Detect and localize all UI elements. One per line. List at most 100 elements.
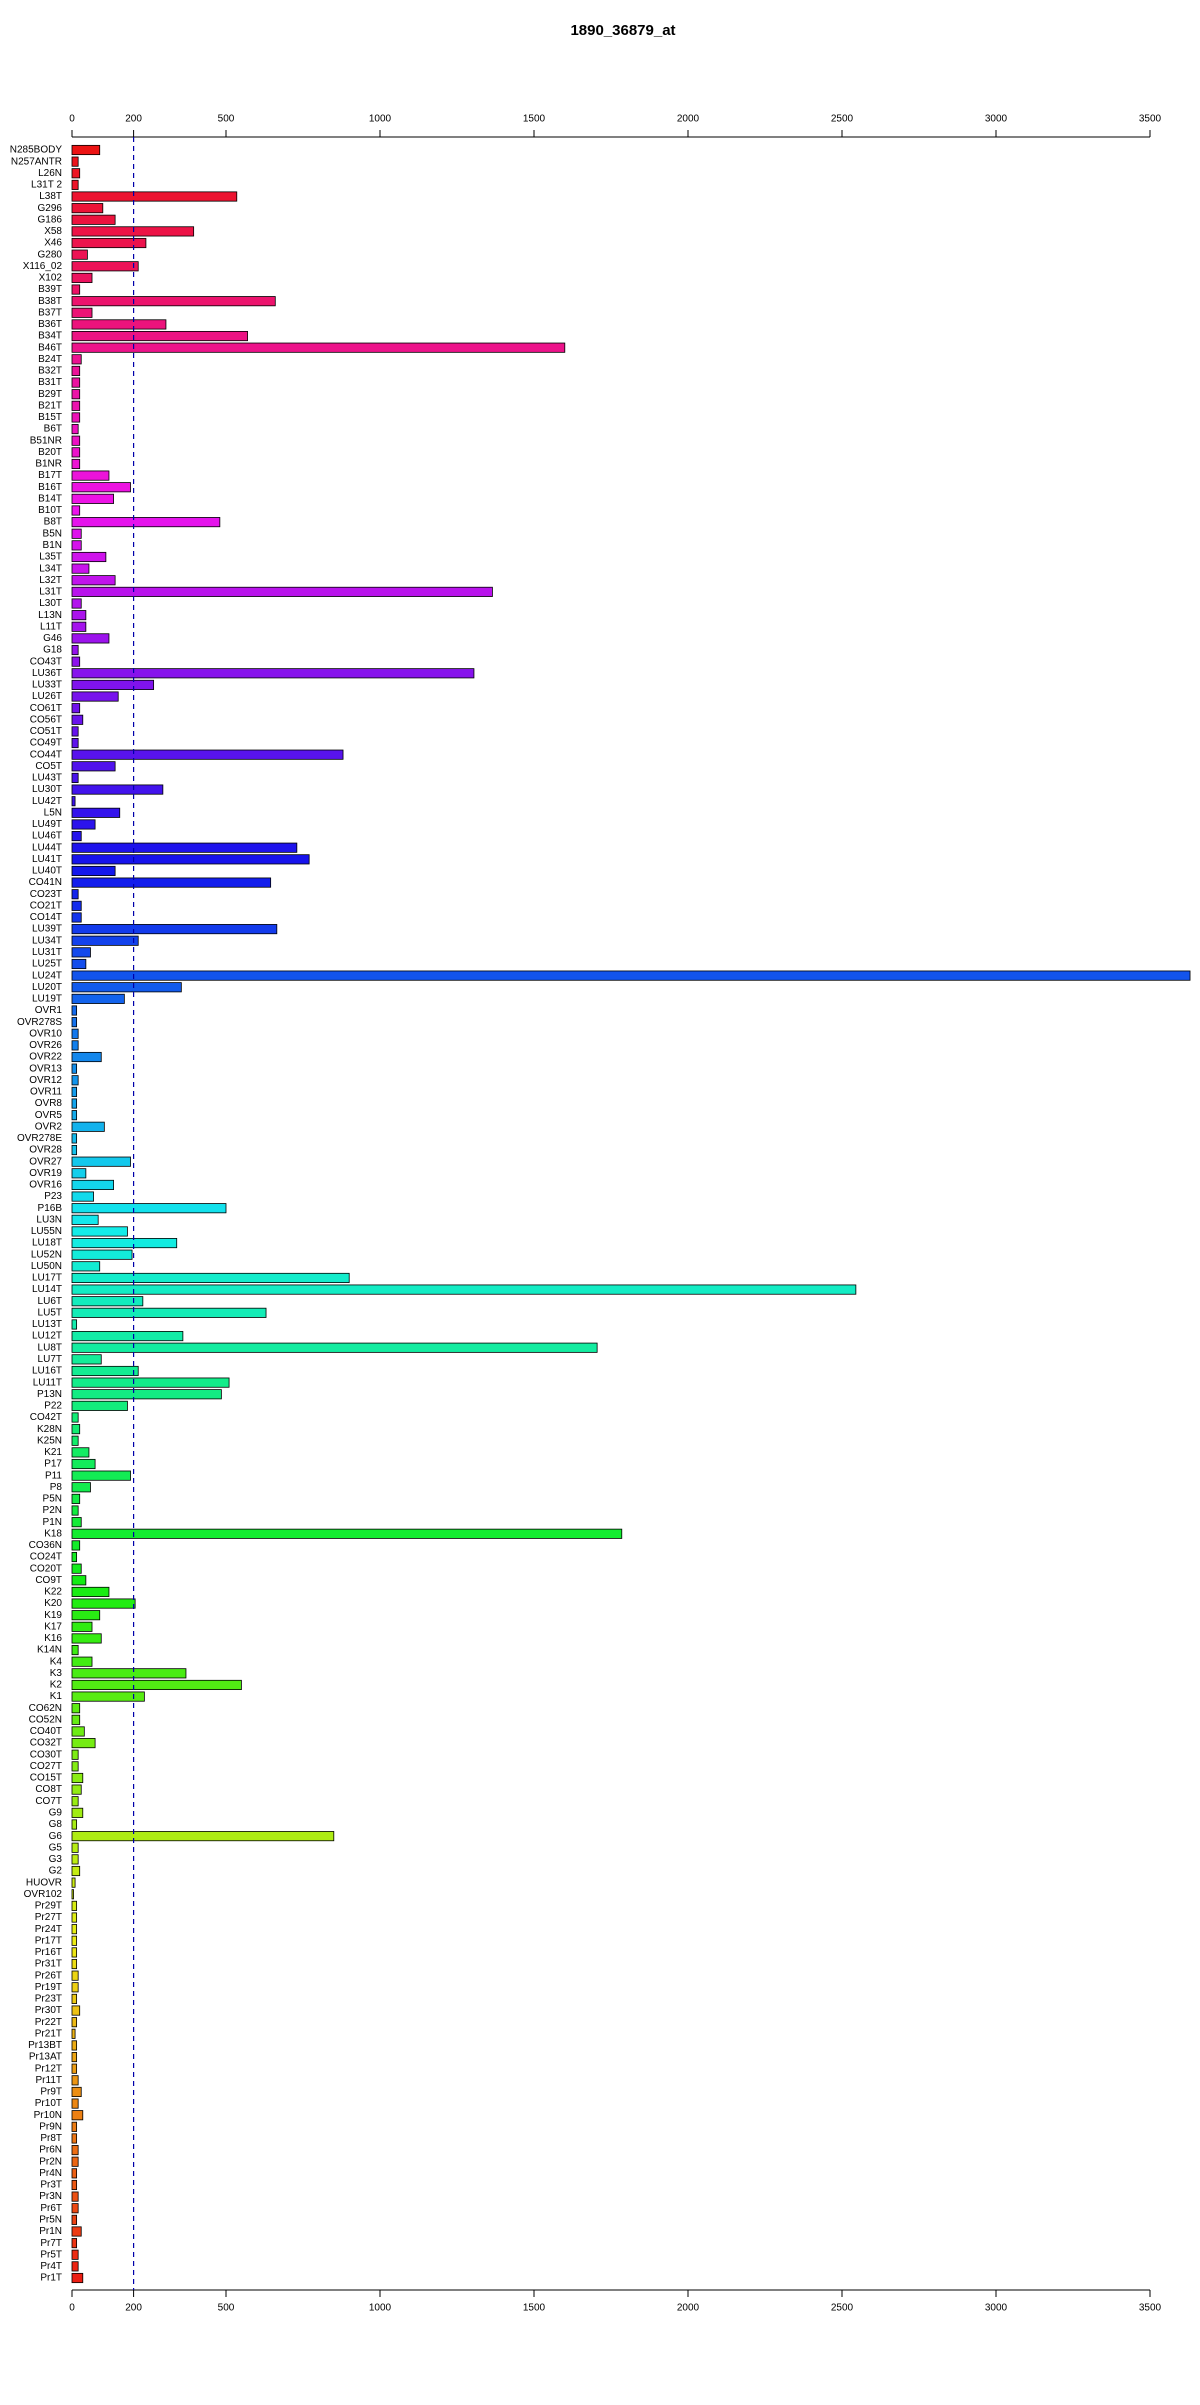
bar bbox=[71, 156, 79, 167]
bar bbox=[71, 2052, 78, 2063]
y-tick-label: B16T bbox=[38, 482, 62, 493]
y-tick-label: CO61T bbox=[30, 703, 62, 714]
bar bbox=[71, 1365, 139, 1377]
bar bbox=[71, 877, 272, 888]
y-tick-label: Pr9T bbox=[40, 2087, 62, 2098]
y-tick-label: LU11T bbox=[33, 1377, 62, 1388]
y-tick-label: LU42T bbox=[32, 796, 62, 807]
y-tick-label: L34T bbox=[39, 563, 62, 574]
bar bbox=[71, 1935, 78, 1946]
bar bbox=[71, 412, 81, 423]
y-tick-label: Pr24T bbox=[35, 1924, 62, 1935]
y-tick-label: P5N bbox=[43, 1494, 62, 1505]
y-tick-label: B14T bbox=[38, 493, 62, 504]
y-tick-label: B15T bbox=[38, 412, 62, 423]
bar bbox=[71, 1005, 78, 1016]
y-tick-label: CO27T bbox=[30, 1761, 62, 1772]
bar bbox=[71, 749, 344, 760]
bar bbox=[71, 1668, 187, 1679]
y-tick-label: Pr17T bbox=[35, 1935, 62, 1946]
bar bbox=[71, 1203, 227, 1214]
y-tick-label: B5N bbox=[43, 528, 62, 539]
bar bbox=[71, 633, 110, 644]
y-tick-label: LU41T bbox=[32, 854, 62, 865]
bar bbox=[71, 2017, 78, 2028]
x-tick-label: 3000 bbox=[985, 114, 1008, 125]
y-tick-label: L38T bbox=[39, 191, 62, 202]
y-tick-label: Pr5T bbox=[40, 2249, 62, 2260]
y-tick-label: LU20T bbox=[32, 982, 62, 993]
y-tick-label: CO43T bbox=[30, 656, 62, 667]
bar bbox=[71, 1110, 78, 1121]
y-tick-label: Pr4T bbox=[40, 2261, 62, 2272]
bar bbox=[71, 819, 96, 830]
bar bbox=[71, 284, 81, 295]
bar bbox=[71, 1156, 131, 1167]
y-tick-label: L31T 2 bbox=[31, 180, 62, 191]
bar bbox=[71, 1621, 93, 1632]
bar bbox=[71, 912, 82, 923]
y-tick-label: Pr1T bbox=[40, 2273, 62, 2284]
bar bbox=[71, 1400, 128, 1411]
y-tick-label: K21 bbox=[44, 1447, 62, 1458]
bar bbox=[71, 2145, 79, 2156]
bar bbox=[71, 1645, 79, 1656]
y-tick-label: LU46T bbox=[32, 831, 62, 842]
bar bbox=[71, 1179, 114, 1190]
y-tick-label: LU26T bbox=[32, 691, 62, 702]
bar bbox=[71, 1633, 102, 1644]
y-tick-label: P13N bbox=[37, 1389, 62, 1400]
x-tick-label: 2500 bbox=[831, 2303, 854, 2314]
bar bbox=[71, 2272, 84, 2284]
bar bbox=[71, 1610, 101, 1621]
y-tick-label: Pr11T bbox=[36, 2075, 63, 2086]
y-tick-label: Pr22T bbox=[35, 2017, 62, 2028]
bar bbox=[71, 1714, 81, 1725]
y-tick-label: P22 bbox=[44, 1401, 62, 1412]
y-tick-label: G2 bbox=[49, 1866, 63, 1877]
y-tick-label: LU30T bbox=[32, 784, 62, 795]
x-tick-label: 2000 bbox=[677, 2303, 700, 2314]
y-tick-label: LU17T bbox=[32, 1273, 62, 1284]
bar bbox=[71, 435, 81, 446]
bar bbox=[71, 551, 107, 563]
bar bbox=[71, 1493, 81, 1504]
bar bbox=[71, 2156, 79, 2167]
y-tick-label: B17T bbox=[38, 470, 62, 481]
y-tick-label: B39T bbox=[38, 284, 62, 295]
y-tick-label: B1NR bbox=[35, 459, 62, 470]
bar bbox=[71, 1528, 623, 1539]
bar bbox=[71, 703, 81, 714]
bar bbox=[71, 796, 76, 807]
bar bbox=[71, 1296, 144, 1307]
bar bbox=[71, 563, 90, 574]
y-tick-label: LU43T bbox=[32, 773, 62, 784]
bar bbox=[71, 1517, 82, 1528]
bar bbox=[71, 1993, 78, 2004]
bar bbox=[71, 1447, 90, 1458]
y-tick-label: B36T bbox=[38, 319, 62, 330]
bar bbox=[71, 807, 121, 818]
bar bbox=[71, 1796, 79, 1807]
bar bbox=[71, 1319, 78, 1330]
bar bbox=[71, 2191, 79, 2202]
bar bbox=[71, 2075, 79, 2086]
bar bbox=[71, 784, 164, 795]
y-tick-label: P1N bbox=[43, 1517, 62, 1528]
bar bbox=[71, 203, 104, 214]
y-tick-label: LU13T bbox=[32, 1319, 62, 1330]
x-tick-label: 1500 bbox=[523, 2303, 546, 2314]
y-tick-label: Pr23T bbox=[35, 1994, 62, 2005]
y-tick-label: LU19T bbox=[32, 994, 62, 1005]
bar bbox=[71, 1435, 79, 1446]
bar bbox=[71, 1900, 78, 1911]
bar bbox=[71, 1121, 105, 1132]
bar bbox=[71, 354, 82, 365]
y-tick-label: CO40T bbox=[30, 1726, 62, 1737]
y-tick-label: OVR28 bbox=[29, 1145, 62, 1156]
y-tick-label: LU3N bbox=[36, 1214, 62, 1225]
bar bbox=[71, 1970, 79, 1981]
bar bbox=[71, 644, 79, 656]
bar bbox=[71, 714, 84, 725]
bar bbox=[71, 1214, 99, 1225]
